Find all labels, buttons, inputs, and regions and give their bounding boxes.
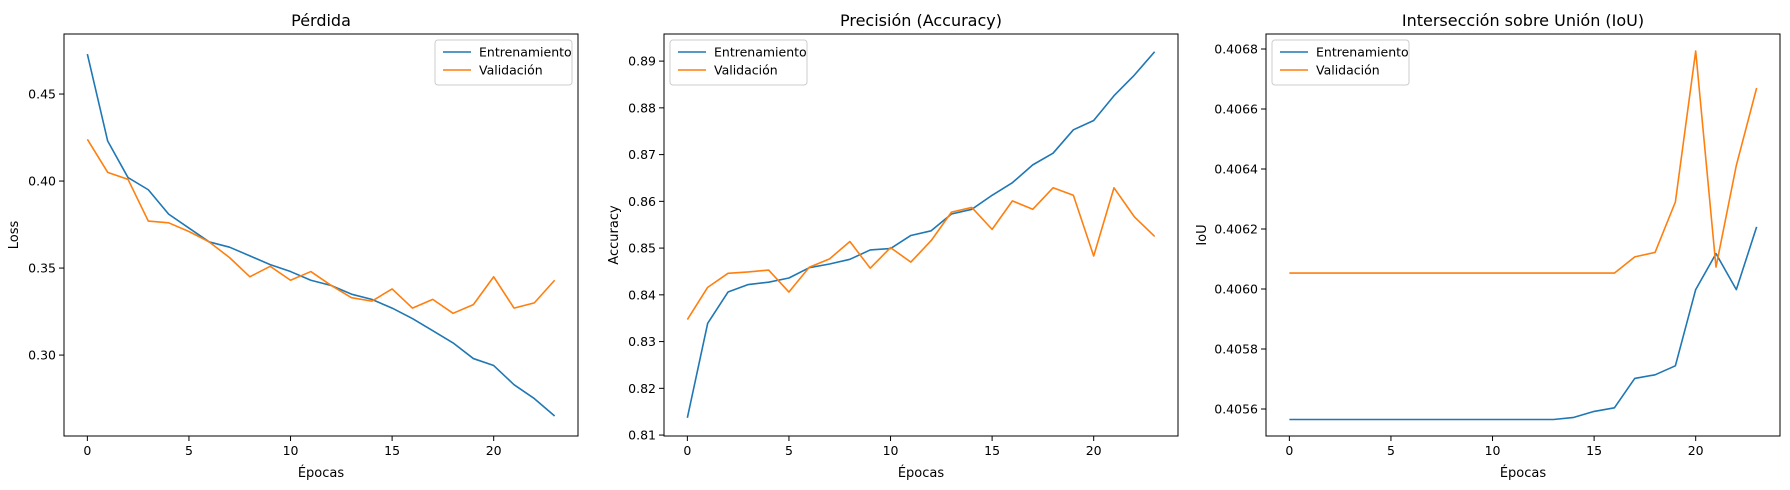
chart-title: Precisión (Accuracy) [840,11,1002,30]
x-tick-label: 5 [185,443,193,458]
x-axis-label: Épocas [298,465,345,481]
x-tick-label: 20 [1688,443,1704,458]
legend-label: Validación [479,63,543,78]
x-tick-label: 20 [1086,443,1102,458]
chart-title: Pérdida [291,11,351,30]
y-tick-label: 0.87 [628,147,656,162]
y-tick-label: 0.4066 [1214,102,1258,117]
legend: Entrenamiento Validación [669,39,808,86]
y-tick-label: 0.30 [28,348,56,363]
y-axis-label: Accuracy [607,205,622,265]
plot-frame [63,33,579,437]
y-tick-label: 0.81 [628,428,656,443]
series-line-validacion [1289,50,1758,274]
y-tick-label: 0.4064 [1214,162,1258,177]
y-tick-label: 0.82 [628,381,656,396]
chart-panel-2: Precisión (Accuracy) 0 5 10 15 20 0.81 0.82 0.83… [607,11,1179,481]
x-tick-label: 0 [683,443,691,458]
y-tick-label: 0.4060 [1214,282,1258,297]
x-tick-label: 15 [1586,443,1602,458]
plot-frame [663,33,1179,437]
legend-label: Entrenamiento [479,45,572,60]
legend: Entrenamiento Validación [1271,39,1410,86]
y-tick-label: 0.4062 [1214,222,1258,237]
y-tick-label: 0.45 [28,87,56,102]
chart-title: Intersección sobre Unión (IoU) [1402,11,1644,30]
y-tick-label: 0.83 [628,334,656,349]
y-tick-label: 0.35 [28,261,56,276]
y-axis-label: Loss [7,221,22,250]
legend-label: Validación [1316,63,1380,78]
chart-panel-1: Pérdida 0 5 10 15 20 0.30 0.35 0.40 0.45 Épocas Los… [7,11,579,481]
x-tick-label: 5 [1387,443,1395,458]
series-line-validacion [686,186,1156,321]
y-tick-label: 0.85 [628,241,656,256]
y-tick-label: 0.40 [28,174,56,189]
x-axis-label: Épocas [898,465,945,481]
series-line-entrenamiento [86,53,556,417]
x-tick-label: 10 [283,443,299,458]
x-tick-label: 0 [1285,443,1293,458]
legend-label: Validación [714,63,778,78]
plot-frame [1265,33,1781,437]
x-tick-label: 5 [785,443,793,458]
series-line-entrenamiento [1289,226,1758,421]
legend: Entrenamiento Validación [434,39,573,86]
x-tick-label: 10 [883,443,899,458]
x-tick-label: 0 [83,443,91,458]
y-tick-label: 0.4056 [1214,402,1258,417]
x-tick-label: 15 [984,443,1000,458]
series-line-validacion [86,138,556,315]
series-line-entrenamiento [686,51,1156,418]
y-tick-label: 0.88 [628,100,656,115]
y-tick-label: 0.4058 [1214,342,1258,357]
x-tick-label: 20 [486,443,502,458]
y-tick-label: 0.86 [628,194,656,209]
x-axis-label: Épocas [1500,465,1547,481]
y-tick-label: 0.4068 [1214,42,1258,57]
chart-panel-3: Intersección sobre Unión (IoU) 0 5 10 15 20 0.… [1195,11,1781,481]
legend-label: Entrenamiento [714,45,807,60]
legend-label: Entrenamiento [1316,45,1409,60]
y-tick-label: 0.89 [628,54,656,69]
x-tick-label: 15 [384,443,400,458]
x-tick-label: 10 [1485,443,1501,458]
y-tick-label: 0.84 [628,287,656,302]
y-axis-label: IoU [1195,224,1210,245]
